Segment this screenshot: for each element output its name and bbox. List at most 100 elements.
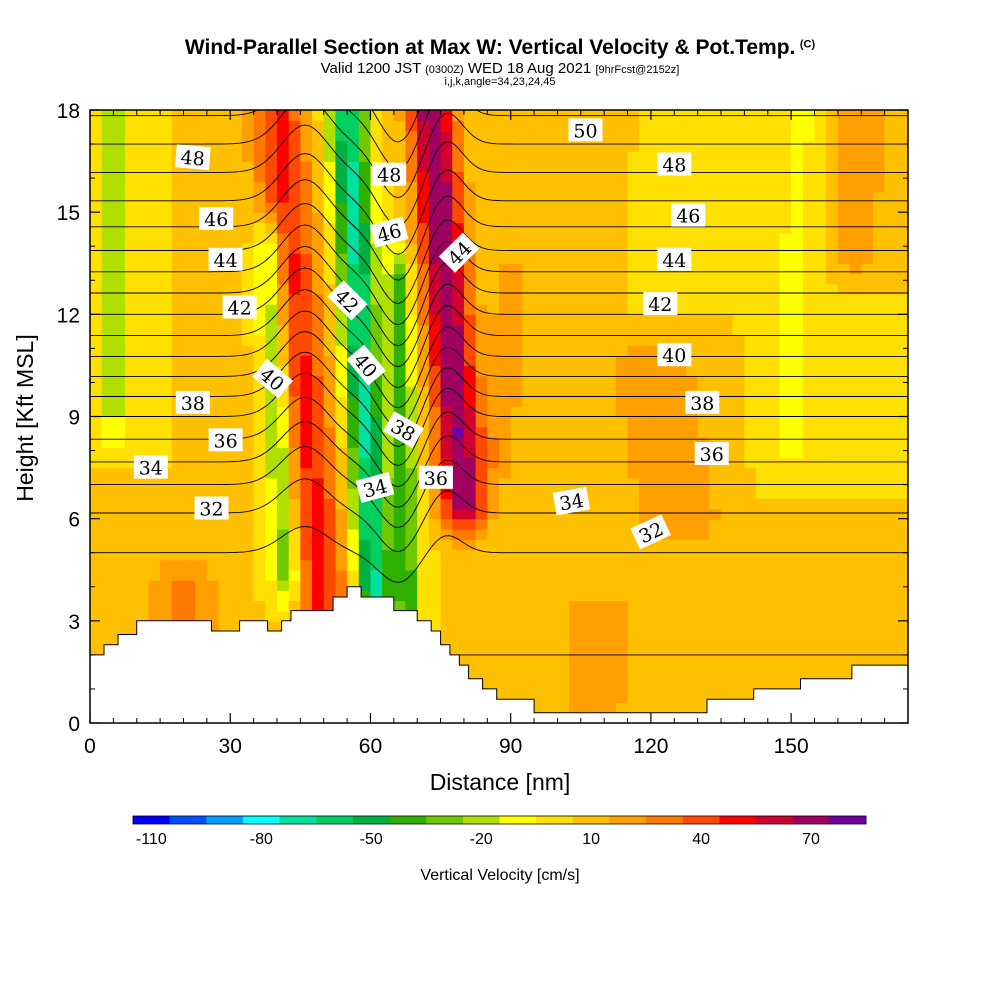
velocity-cell: [826, 436, 839, 448]
velocity-cell: [510, 120, 524, 132]
contour-label-bg: [630, 514, 671, 550]
velocity-cell: [393, 324, 407, 336]
velocity-cell: [499, 171, 512, 183]
velocity-cell: [335, 120, 348, 132]
velocity-cell: [487, 620, 500, 632]
velocity-cell: [393, 406, 407, 418]
velocity-cell: [487, 253, 500, 264]
velocity-cell: [802, 498, 816, 510]
theta-contour: [90, 421, 908, 508]
velocity-cell: [767, 416, 781, 428]
velocity-cell: [650, 201, 664, 213]
velocity-cell: [732, 355, 746, 367]
velocity-cell: [463, 191, 477, 203]
velocity-cell: [171, 549, 185, 561]
velocity-cell: [171, 283, 185, 295]
velocity-cell: [872, 488, 886, 499]
velocity-cell: [160, 201, 173, 213]
velocity-cell: [113, 191, 126, 203]
velocity-cell: [580, 396, 594, 407]
velocity-cell: [627, 181, 640, 193]
velocity-cell: [709, 161, 722, 172]
velocity-cell: [171, 477, 185, 489]
velocity-cell: [615, 314, 629, 326]
velocity-cell: [580, 641, 594, 653]
velocity-cell: [440, 375, 453, 387]
velocity-cell: [300, 273, 313, 285]
velocity-cell: [627, 457, 640, 469]
velocity-cell: [896, 477, 908, 489]
velocity-cell: [347, 375, 360, 387]
velocity-cell: [545, 293, 559, 305]
velocity-cell: [101, 120, 115, 132]
velocity-cell: [674, 528, 687, 540]
velocity-cell: [767, 539, 781, 551]
velocity-cell: [814, 528, 827, 540]
velocity-cell: [639, 355, 652, 367]
velocity-cell: [709, 191, 722, 203]
velocity-cell: [896, 620, 908, 632]
velocity-cell: [837, 273, 851, 285]
velocity-cell: [779, 569, 792, 581]
velocity-cell: [241, 508, 255, 520]
velocity-cell: [662, 283, 675, 295]
velocity-cell: [417, 283, 430, 295]
velocity-cell: [861, 416, 874, 428]
velocity-cell: [744, 671, 757, 683]
velocity-cell: [791, 508, 804, 520]
velocity-cell: [557, 242, 570, 254]
velocity-cell: [393, 201, 407, 213]
contour-label-bg: [252, 358, 294, 399]
velocity-cell: [370, 344, 383, 356]
velocity-cell: [615, 477, 629, 489]
velocity-cell: [101, 273, 115, 285]
velocity-cell: [802, 375, 816, 387]
velocity-cell: [697, 120, 711, 132]
velocity-cell: [662, 324, 675, 336]
velocity-cell: [872, 467, 886, 479]
velocity-cell: [779, 396, 792, 407]
velocity-cell: [393, 467, 407, 479]
velocity-cell: [499, 600, 512, 612]
velocity-cell: [452, 498, 465, 510]
velocity-cell: [510, 477, 524, 489]
velocity-cell: [358, 549, 372, 561]
velocity-cell: [627, 222, 640, 234]
velocity-cell: [452, 488, 465, 499]
colorbar-swatch: [316, 816, 354, 824]
velocity-cell: [218, 283, 231, 295]
velocity-cell: [428, 559, 442, 571]
velocity-cell: [592, 549, 605, 561]
velocity-cell: [125, 283, 138, 295]
velocity-cell: [744, 651, 757, 663]
velocity-cell: [370, 385, 383, 397]
velocity-cell: [884, 181, 898, 193]
velocity-cell: [265, 590, 278, 602]
velocity-cell: [510, 293, 524, 305]
velocity-cell: [370, 110, 383, 121]
velocity-cell: [662, 222, 675, 234]
colorbar-swatch: [756, 816, 794, 824]
velocity-cell: [522, 590, 535, 602]
velocity-cell: [545, 416, 559, 428]
velocity-cell: [791, 314, 804, 326]
velocity-cell: [662, 682, 675, 694]
velocity-cell: [545, 191, 559, 203]
velocity-cell: [534, 140, 547, 152]
velocity-cell: [405, 457, 418, 469]
velocity-cell: [592, 467, 605, 479]
velocity-cell: [732, 293, 746, 305]
velocity-cell: [428, 181, 442, 193]
velocity-cell: [592, 671, 605, 683]
velocity-cell: [440, 222, 453, 234]
velocity-cell: [709, 365, 722, 377]
velocity-cell: [171, 293, 185, 305]
contour-label-text: 42: [648, 294, 672, 316]
velocity-cell: [662, 191, 675, 203]
velocity-cell: [218, 549, 231, 561]
velocity-cell: [721, 600, 734, 612]
velocity-cell: [697, 477, 711, 489]
velocity-cell: [861, 631, 874, 642]
velocity-cell: [323, 181, 337, 193]
velocity-cell: [604, 559, 617, 571]
